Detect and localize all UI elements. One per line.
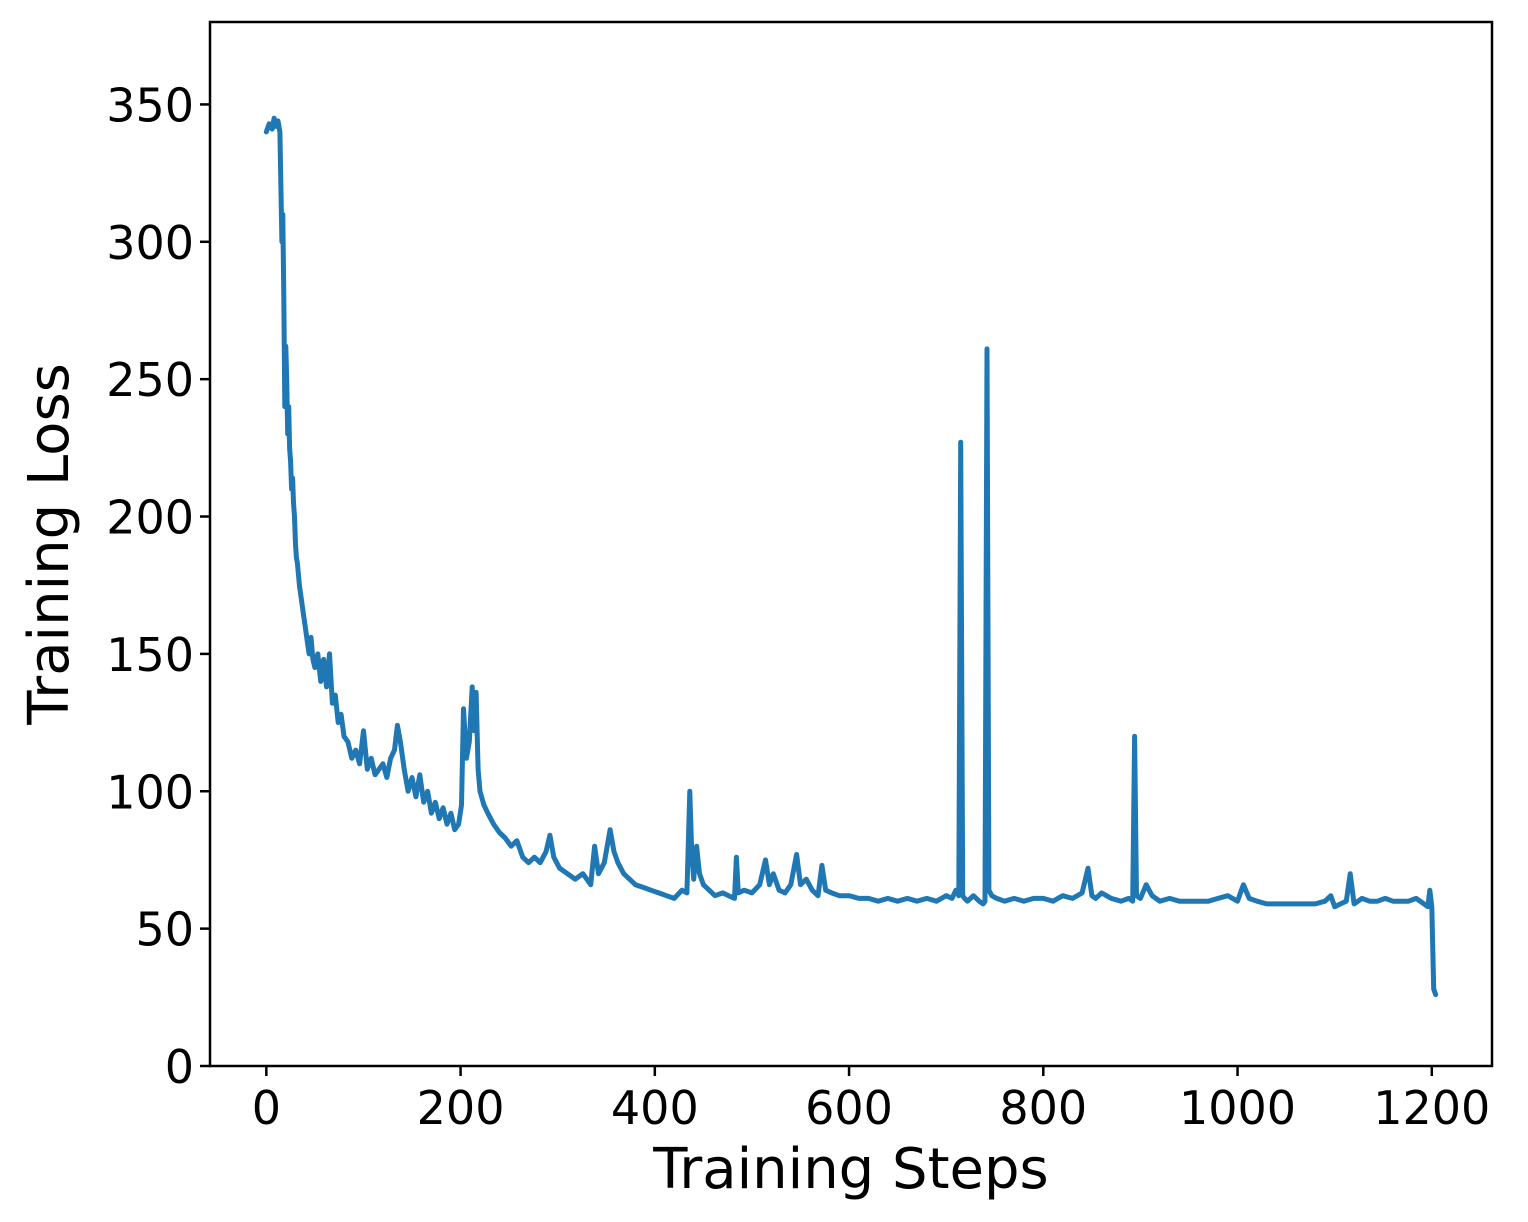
x-tick-label: 600	[805, 1081, 893, 1135]
x-axis-title: Training Steps	[652, 1137, 1048, 1202]
y-tick-label: 50	[135, 903, 194, 957]
x-tick-label: 1200	[1373, 1081, 1490, 1135]
plot-frame	[208, 20, 1494, 1068]
training-loss-series-line	[263, 115, 1439, 998]
plot-area	[263, 115, 1439, 998]
y-tick-label: 300	[106, 216, 194, 270]
x-tick-label: 400	[611, 1081, 699, 1135]
y-axis-ticks: 0 50 100 150 200 250 300 350	[106, 78, 210, 1094]
y-tick-label: 100	[106, 765, 194, 819]
x-tick-label: 200	[417, 1081, 505, 1135]
x-tick-label: 800	[999, 1081, 1087, 1135]
y-tick-label: 350	[106, 78, 194, 132]
y-tick-label: 150	[106, 628, 194, 682]
y-axis-title: Training Loss	[17, 363, 82, 726]
x-tick-label: 1000	[1179, 1081, 1296, 1135]
y-tick-label: 200	[106, 491, 194, 545]
x-tick-label: 0	[252, 1081, 281, 1135]
y-tick-label: 0	[165, 1040, 194, 1094]
x-axis-ticks: 0 200 400 600 800 1000 1200	[252, 1066, 1490, 1135]
y-tick-label: 250	[106, 353, 194, 407]
